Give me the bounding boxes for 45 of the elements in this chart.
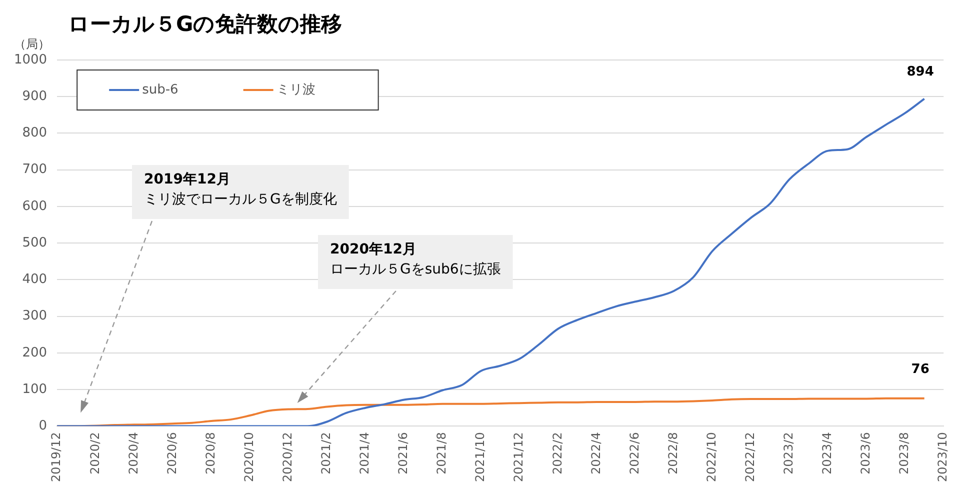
x-tick-label: 2023/2 — [782, 432, 796, 474]
x-tick-label: 2021/12 — [512, 432, 526, 482]
y-tick-label: 600 — [22, 198, 48, 214]
x-tick-label: 2023/4 — [820, 432, 834, 474]
y-tick-label: 0 — [38, 418, 48, 434]
y-tick-label: 400 — [22, 272, 48, 288]
y-axis-title: （局） — [14, 36, 50, 53]
y-tick-label: 900 — [22, 88, 48, 104]
y-tick-label: 300 — [22, 308, 48, 324]
x-tick-label: 2020/8 — [203, 432, 218, 474]
x-tick-label: 2022/6 — [627, 432, 642, 474]
annotation: 2020年12月 — [330, 242, 416, 258]
x-tick-label: 2022/10 — [704, 432, 718, 482]
annotation: 2019年12月 — [144, 172, 230, 188]
x-tick-label: 2021/10 — [473, 432, 488, 482]
data-label: 894 — [906, 64, 934, 80]
x-tick-label: 2020/2 — [88, 432, 102, 474]
x-tick-label: 2022/2 — [550, 432, 564, 474]
y-tick-label: 200 — [22, 345, 48, 360]
x-tick-label: 2023/8 — [897, 432, 912, 474]
y-tick-label: 700 — [22, 162, 48, 178]
x-tick-label: 2020/6 — [164, 432, 179, 474]
x-tick-label: 2020/12 — [280, 432, 294, 482]
legend-label: sub-6 — [142, 82, 178, 98]
x-tick-label: 2023/6 — [858, 432, 873, 474]
annotation: ミリ波でローカル５Gを制度化 — [144, 192, 337, 208]
y-tick-label: 800 — [22, 126, 48, 141]
legend-label: ミリ波 — [276, 82, 316, 98]
x-tick-label: 2020/4 — [126, 432, 140, 474]
x-tick-label: 2021/8 — [434, 432, 449, 474]
data-label: 76 — [911, 362, 930, 378]
y-tick-label: 100 — [22, 382, 48, 397]
y-tick-label: 500 — [22, 235, 48, 250]
x-tick-label: 2022/12 — [743, 432, 758, 482]
x-tick-label: 2020/10 — [242, 432, 256, 482]
x-tick-label: 2022/4 — [588, 432, 603, 474]
x-tick-label: 2021/6 — [396, 432, 410, 474]
chart-title: ローカル５Gの免許数の推移 — [68, 11, 342, 38]
y-tick-label: 1000 — [14, 52, 48, 68]
x-tick-label: 2022/8 — [666, 432, 680, 474]
annotation: ローカル５Gをsub6に拡張 — [330, 262, 501, 278]
x-tick-label: 2023/10 — [936, 432, 950, 482]
x-tick-label: 2021/2 — [319, 432, 334, 474]
x-tick-label: 2021/4 — [358, 432, 372, 474]
x-tick-label: 2019/12 — [49, 432, 64, 482]
